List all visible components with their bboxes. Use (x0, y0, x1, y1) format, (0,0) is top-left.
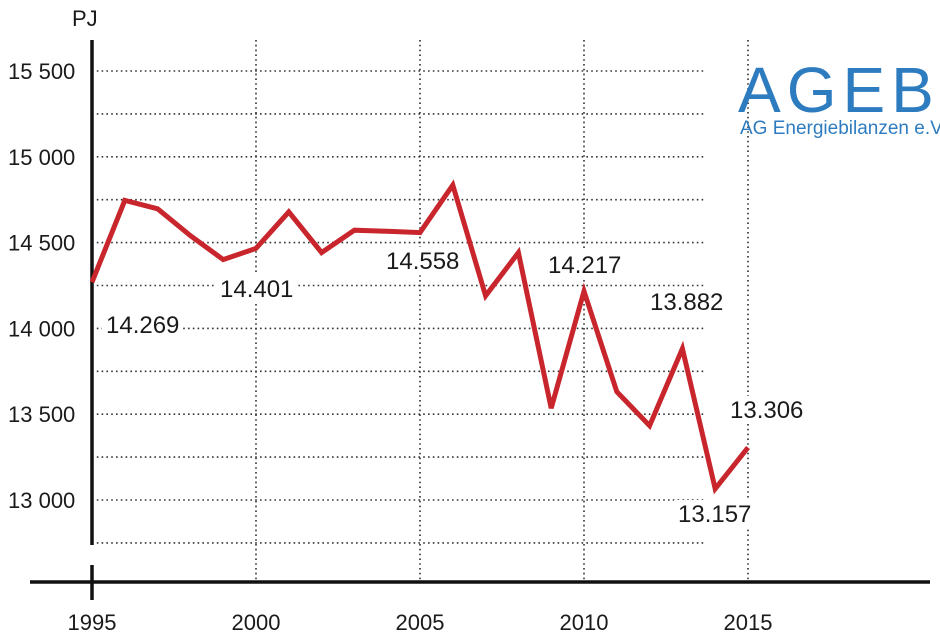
x-tick-label: 2015 (724, 610, 773, 635)
logo-subtitle: AG Energiebilanzen e.V. (740, 118, 940, 139)
data-label: 14.269 (106, 312, 179, 339)
x-tick-label: 1995 (68, 610, 117, 635)
x-tick-label: 2000 (232, 610, 281, 635)
x-tick-label: 2010 (560, 610, 609, 635)
data-label-backdrop (102, 311, 182, 339)
tick-labels: 15 500 15 000 14 500 14 000 13 500 13 000 1995… (8, 59, 772, 635)
data-label: 14.558 (386, 248, 459, 275)
y-axis-unit-label: PJ (72, 6, 98, 31)
data-label: 13.157 (678, 501, 751, 528)
ageb-logo: AGEB AG Energiebilanzen e.V. (738, 54, 940, 139)
y-tick-label: 14 000 (8, 316, 75, 341)
y-tick-label: 14 500 (8, 231, 75, 256)
data-label-backdrop (674, 500, 754, 528)
data-label-backdrop (544, 251, 624, 279)
y-tick-label: 13 500 (8, 402, 75, 427)
data-label: 13.882 (650, 289, 723, 316)
x-tick-label: 2005 (396, 610, 445, 635)
grid-lines (92, 40, 749, 580)
y-tick-label: 15 500 (8, 59, 75, 84)
data-label: 13.306 (730, 397, 803, 424)
series-line (89, 179, 750, 495)
data-label-backdrop (726, 396, 806, 424)
data-label-backdrop (216, 275, 296, 303)
y-tick-label: 13 000 (8, 488, 75, 513)
data-label: 14.401 (220, 276, 293, 303)
y-tick-label: 15 000 (8, 145, 75, 170)
logo-wordmark: AGEB (738, 54, 940, 126)
data-label-backdrop (382, 247, 462, 275)
data-label-backdrop (646, 288, 726, 316)
data-labels: 14.269 14.401 14.558 14.217 13.882 13.157 13.3… (102, 247, 806, 528)
data-label: 14.217 (548, 252, 621, 279)
